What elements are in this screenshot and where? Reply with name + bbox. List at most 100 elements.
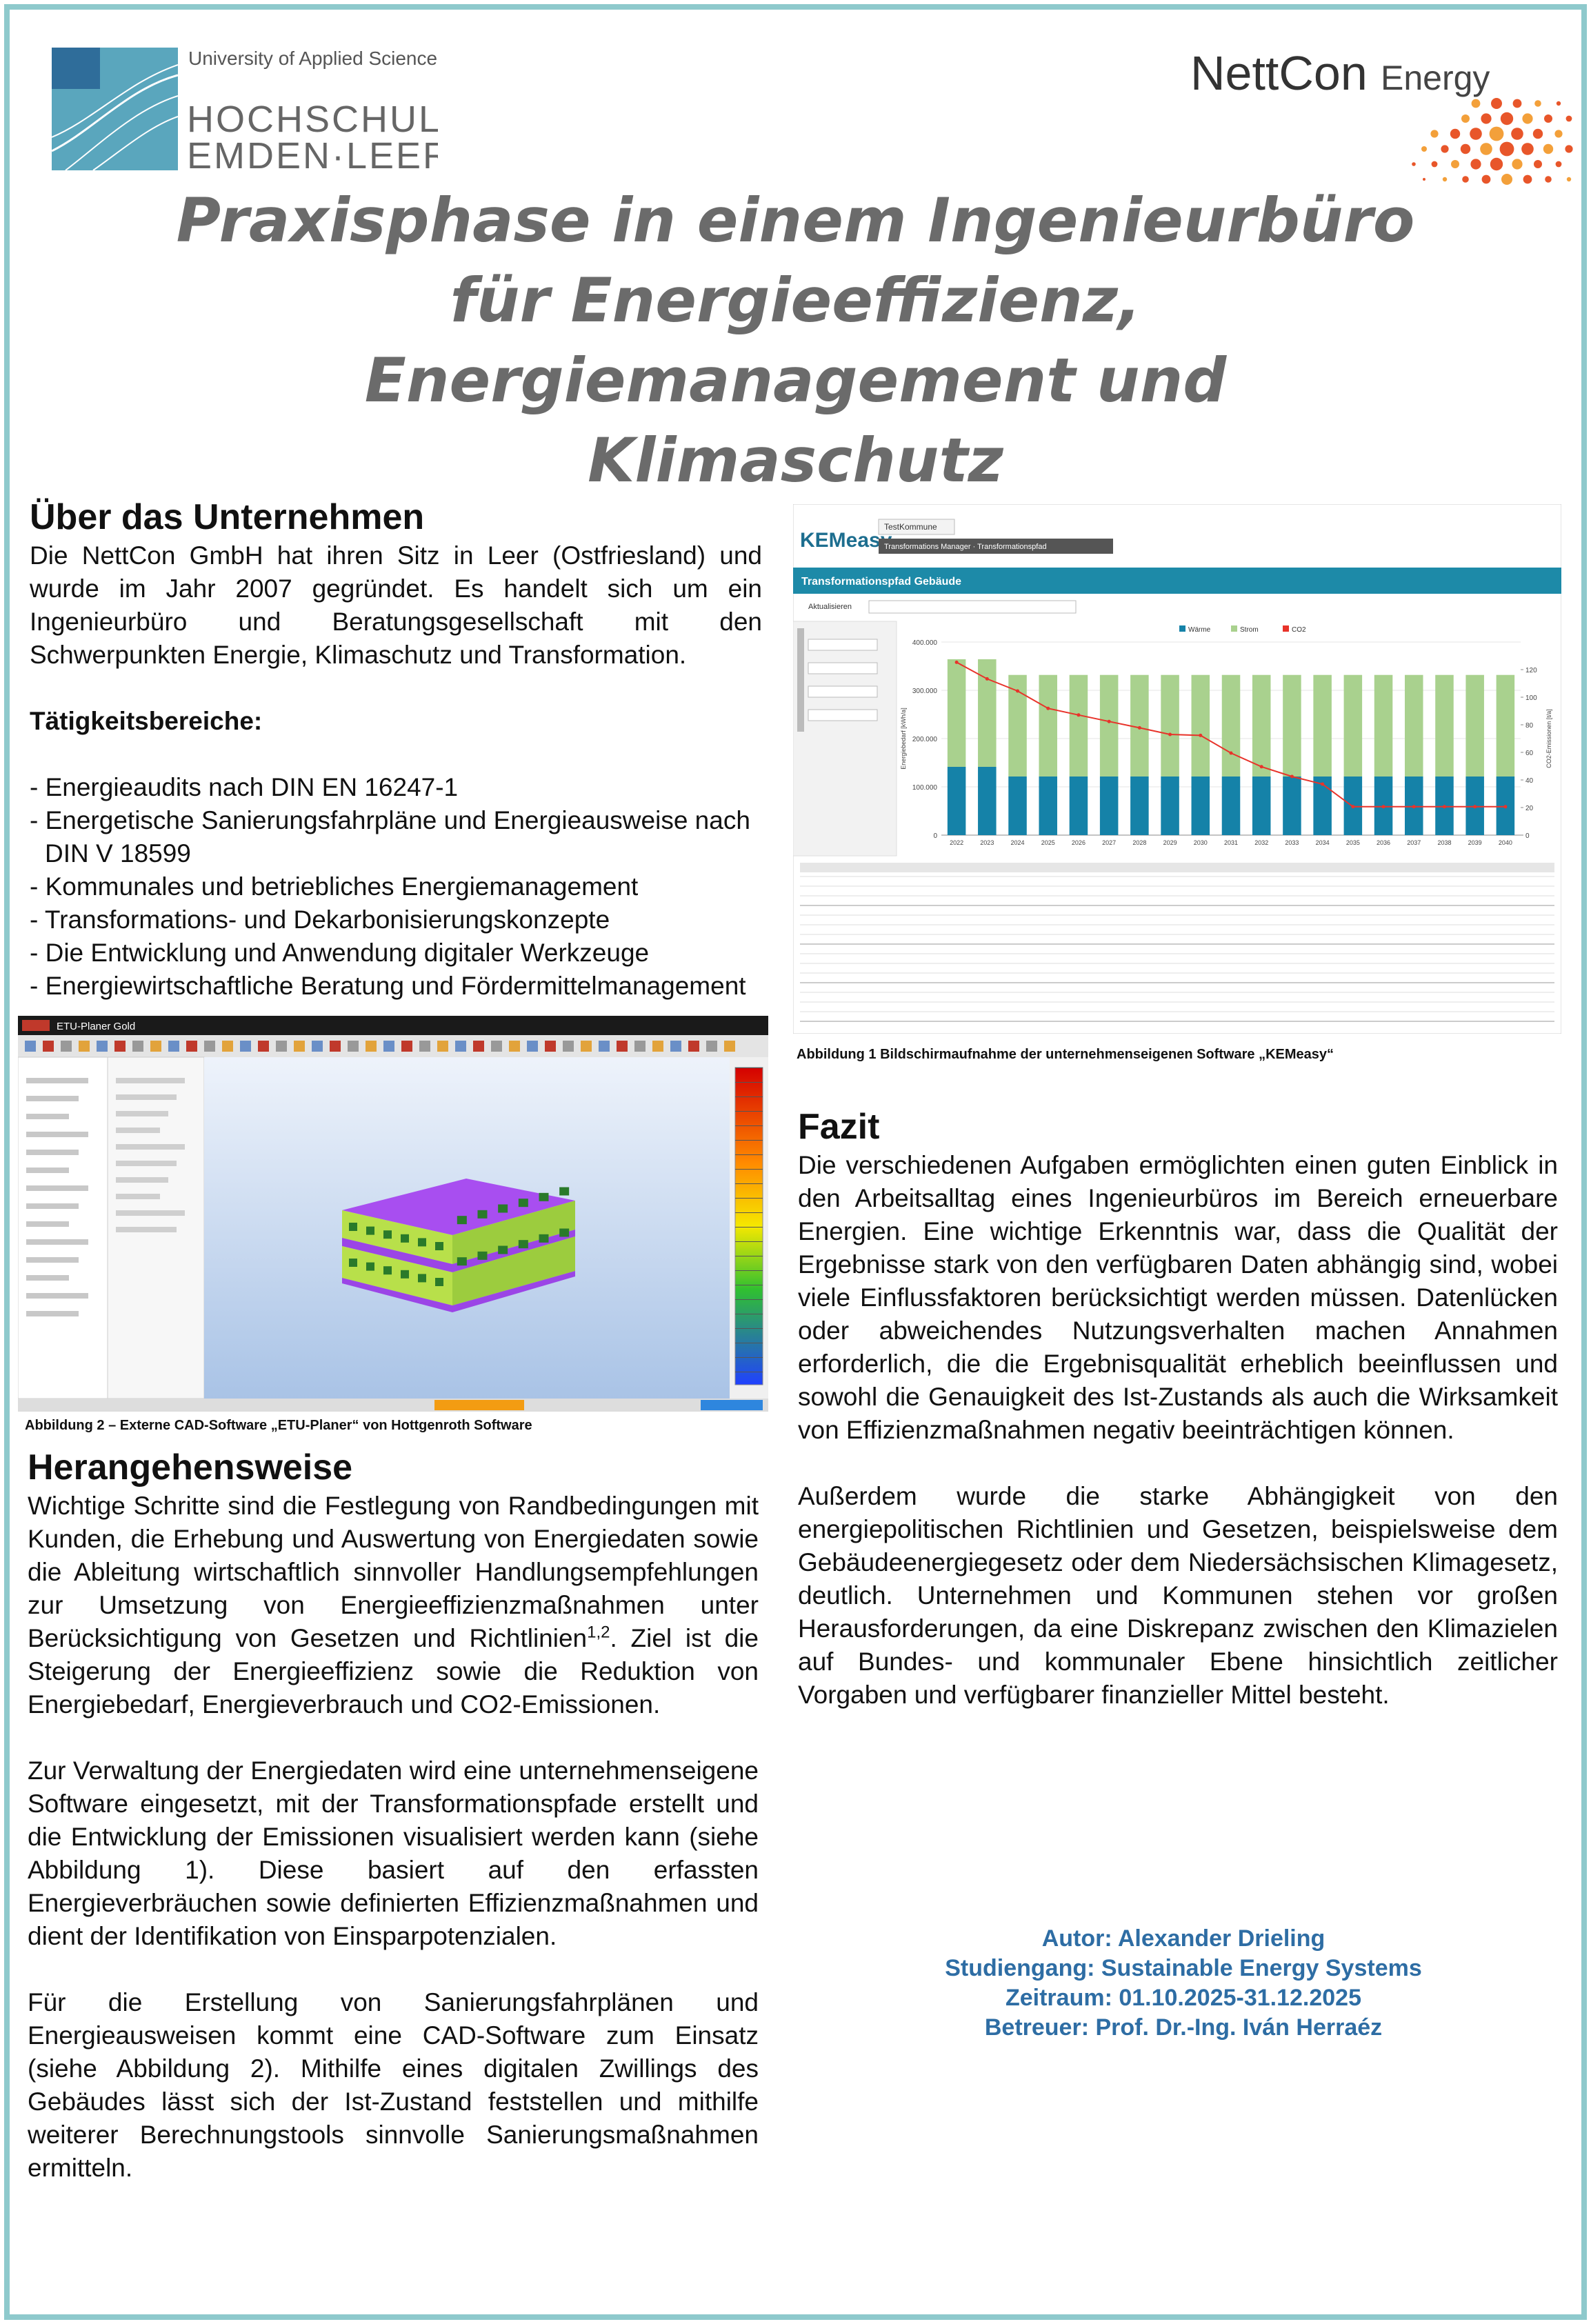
tree-item [116,1177,168,1183]
section-heading: Fazit [798,1107,880,1147]
y2-tick-label: 20 [1525,805,1534,812]
toolbar-icon [132,1041,143,1052]
window [498,1245,508,1254]
input [808,685,878,698]
x-tick-label: 2035 [1346,839,1360,846]
x-tick-label: 2029 [1163,839,1177,846]
toolbar-icon [491,1041,502,1052]
logo-dot [1523,174,1532,184]
toolbar-icon [419,1041,430,1052]
window [418,1274,426,1283]
toolbar-icon [634,1041,646,1052]
window-title: ETU-Planer Gold [57,1021,135,1032]
cad-screenshot: ETU-Planer Gold [18,1016,768,1412]
co2-point [1107,719,1111,723]
nav-item [26,1203,79,1209]
logo-dot [1565,115,1572,122]
input [808,639,878,651]
nav-item [26,1275,69,1281]
co2-point [1351,805,1355,809]
bar-segment [1374,674,1393,777]
logo-square-accent [52,48,100,89]
toolbar-icon [527,1041,538,1052]
logo-dot [1545,176,1552,183]
bar-segment [1130,674,1149,777]
co2-point [1412,805,1416,809]
scale-tick [735,1270,763,1271]
logo-dot [1462,176,1469,183]
logo-wave [92,116,179,171]
wall-side [452,1201,575,1264]
logo-wave [65,95,179,171]
x-tick-label: 2031 [1224,839,1238,846]
author-block: Autor: Alexander Drieling Studiengang: S… [828,1924,1539,2043]
logo-dot [1481,174,1491,184]
window [477,1210,488,1219]
toolbar-icon [670,1041,681,1052]
scale-tick [735,1299,763,1300]
logo-dot [1412,162,1416,166]
wall-side [452,1236,575,1305]
logo-dot [1461,114,1470,123]
logo-dot [1451,160,1459,168]
bar-segment [1191,674,1210,777]
bar-segment [978,766,997,835]
window [498,1204,508,1213]
logo-dot [1511,128,1523,140]
x-tick-label: 2033 [1285,839,1299,846]
tree-item [116,1194,160,1199]
co2-point [1381,805,1385,809]
logo-dot [1423,178,1425,181]
list-item: - Transformations- und Dekarbonisierungs… [30,905,610,934]
navigation-panel [18,1056,108,1399]
window [383,1266,392,1275]
co2-point [1077,713,1081,717]
window [435,1278,443,1286]
toolbar-icon [61,1041,72,1052]
y-axis-label: Energiebedarf [kWh/a] [900,708,907,770]
legend-swatch [1283,625,1289,632]
bar-segment [1191,776,1210,835]
toolbar-icon [724,1041,735,1052]
logo-dot [1490,157,1503,171]
wall-front [342,1210,452,1264]
toolbar-icon [312,1041,323,1052]
legend-label: CO2 [1292,626,1306,634]
x-tick-label: 2023 [980,839,994,846]
logo-dot [1544,114,1552,123]
data-table [800,863,1554,1022]
scale-tick [735,1140,763,1141]
x-tick-label: 2024 [1011,839,1025,846]
y2-tick-label: 0 [1525,832,1530,840]
logo-dot [1555,161,1562,168]
x-tick-label: 2036 [1377,839,1390,846]
y2-tick-label: 40 [1525,777,1534,785]
logo-wave [52,64,179,138]
logo-dot [1480,143,1492,155]
toolbar-icon [43,1041,54,1052]
co2-point [1168,732,1172,737]
section-heading: Herangehensweise [28,1448,353,1487]
y-tick-label: 0 [933,832,937,840]
toolbar-icon [240,1041,251,1052]
x-tick-label: 2022 [950,839,963,846]
subheading: Tätigkeitsbereiche: [30,707,263,735]
scale-tick [735,1357,763,1358]
tree-item [116,1094,177,1100]
window [401,1234,409,1243]
x-tick-label: 2026 [1072,839,1085,846]
roof [342,1179,575,1235]
author-line: Autor: Alexander Drieling [1041,1925,1325,1952]
toolbar-icon [473,1041,484,1052]
y-tick-label: 400.000 [912,639,938,647]
window [457,1257,467,1266]
toolbar-icon [652,1041,663,1052]
bar-segment [1252,776,1271,835]
bar-segment [1099,776,1119,835]
toolbar-icon [330,1041,341,1052]
nav-item [26,1293,88,1299]
window [477,1251,488,1260]
company-logo: NettCon Energy [1190,46,1573,185]
y2-tick-label: 60 [1525,750,1534,757]
logo-dot [1442,177,1448,182]
